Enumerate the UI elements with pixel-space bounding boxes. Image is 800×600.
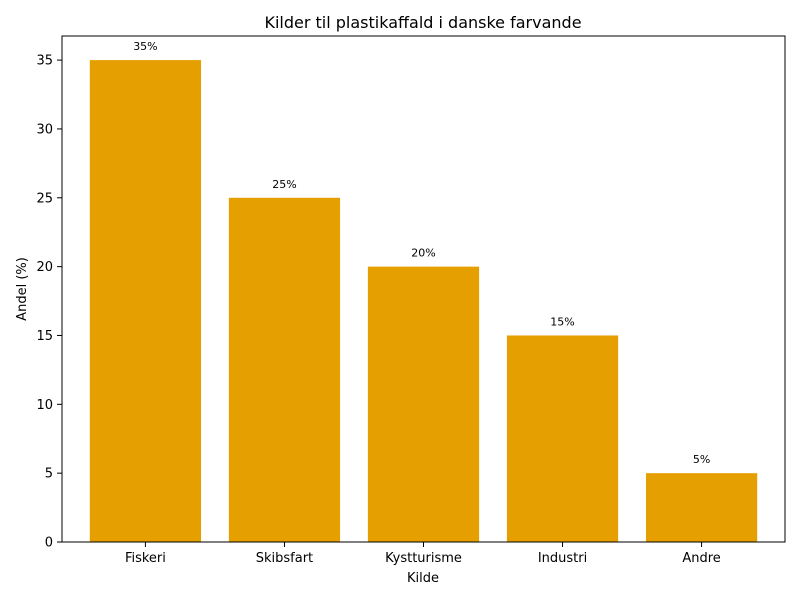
data-label-skibsfart: 25% (272, 178, 296, 191)
bar-industri (506, 335, 619, 542)
x-axis-label: Kilde (407, 571, 439, 586)
data-label-andre: 5% (693, 453, 710, 466)
data-labels-group: 35% 25% 20% 15% 5% (133, 40, 710, 466)
y-tick-label: 25 (36, 191, 53, 206)
y-tick-label: 20 (36, 260, 53, 275)
bars-group (89, 60, 758, 542)
y-tick-label: 35 (36, 54, 53, 69)
x-axis-ticks: Fiskeri Skibsfart Kystturisme Industri Andre (125, 542, 721, 566)
x-tick-label: Skibsfart (256, 551, 313, 566)
data-label-kystturisme: 20% (411, 247, 435, 260)
y-axis-label: Andel (%) (15, 257, 30, 321)
y-tick-label: 10 (36, 398, 53, 413)
data-label-industri: 15% (550, 315, 574, 328)
data-label-fiskeri: 35% (133, 40, 157, 53)
y-tick-label: 0 (45, 536, 53, 551)
y-tick-label: 15 (36, 329, 53, 344)
x-tick-label: Fiskeri (125, 551, 166, 566)
x-tick-label: Andre (682, 551, 720, 566)
chart-title: Kilder til plastikaffald i danske farvan… (264, 13, 581, 32)
y-tick-label: 30 (36, 122, 53, 137)
x-tick-label: Industri (538, 551, 587, 566)
bar-skibsfart (228, 197, 341, 542)
y-tick-label: 5 (45, 467, 53, 482)
plot-frame (61, 35, 786, 543)
bar-fiskeri (89, 60, 202, 542)
bar-kystturisme (367, 266, 480, 542)
x-tick-label: Kystturisme (385, 551, 462, 566)
y-axis-ticks: 0 5 10 15 20 25 30 35 (36, 54, 62, 551)
bar-andre (645, 473, 758, 542)
